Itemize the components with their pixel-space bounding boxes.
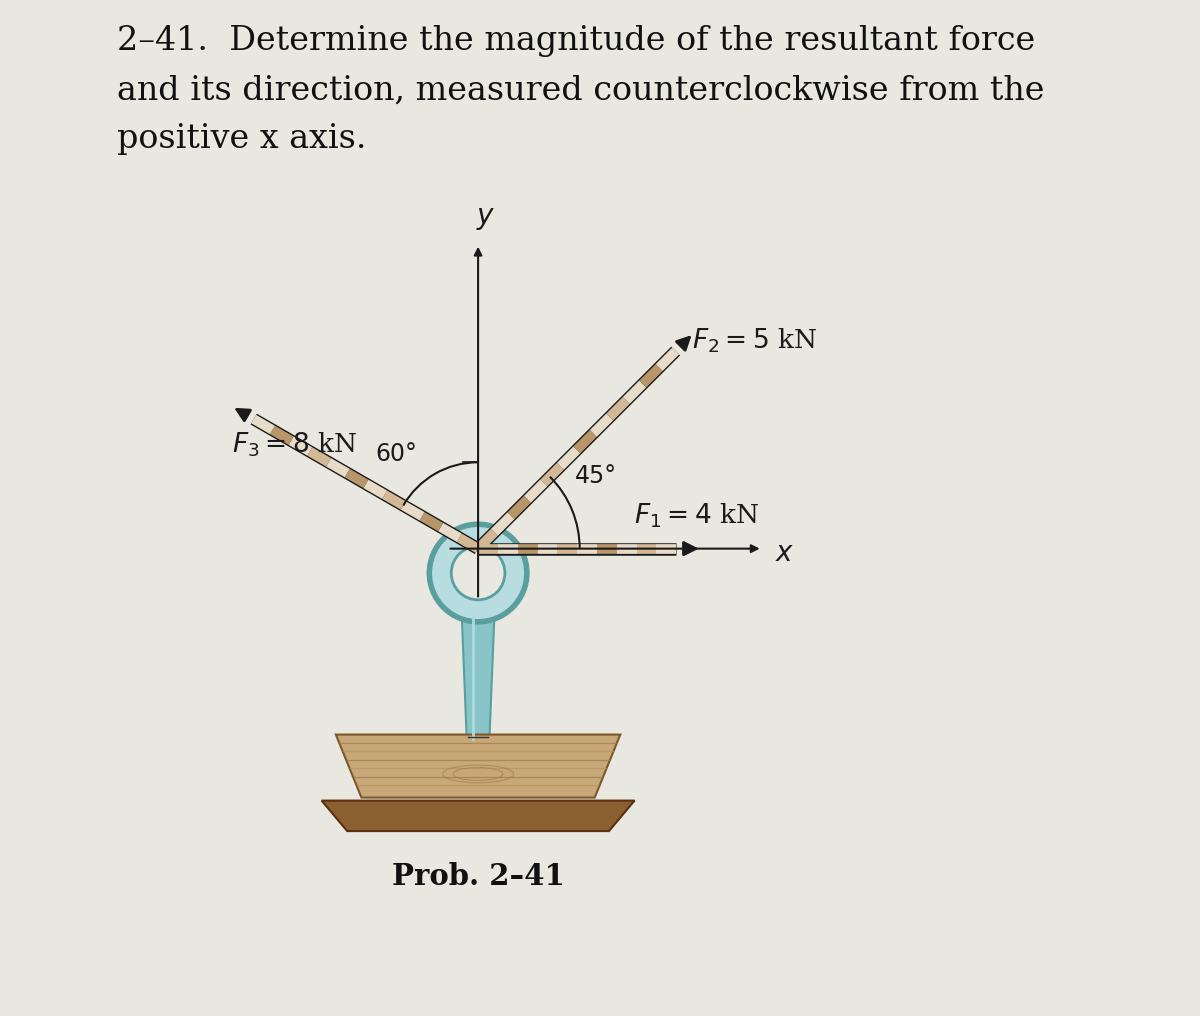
Text: Prob. 2–41: Prob. 2–41 — [391, 862, 564, 891]
Polygon shape — [322, 801, 635, 831]
Text: $x$: $x$ — [775, 541, 794, 567]
Text: positive x axis.: positive x axis. — [118, 123, 367, 154]
Text: 2–41.  Determine the magnitude of the resultant force: 2–41. Determine the magnitude of the res… — [118, 25, 1036, 57]
Text: $y$: $y$ — [476, 204, 496, 232]
Text: 45°: 45° — [575, 463, 617, 488]
Text: 60°: 60° — [376, 442, 418, 465]
Polygon shape — [462, 617, 494, 739]
Text: $F_1 = 4$ kN: $F_1 = 4$ kN — [634, 502, 758, 530]
Text: and its direction, measured counterclockwise from the: and its direction, measured counterclock… — [118, 74, 1045, 106]
Text: $F_2 = 5$ kN: $F_2 = 5$ kN — [691, 327, 817, 356]
Text: $F_3 = 8$ kN: $F_3 = 8$ kN — [232, 431, 358, 459]
Polygon shape — [336, 735, 620, 798]
Circle shape — [430, 524, 527, 622]
Circle shape — [451, 547, 505, 599]
